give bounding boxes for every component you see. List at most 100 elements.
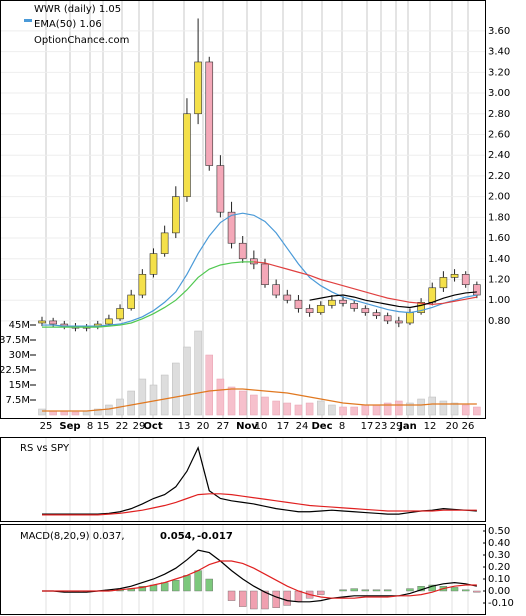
y-tick-label: 2.20 (488, 171, 510, 182)
candle-body (116, 308, 124, 320)
candle-body (383, 315, 392, 322)
x-tick-label: 17 (277, 421, 290, 432)
candle-body (227, 211, 236, 244)
candle-body (216, 165, 225, 213)
indicator-line (253, 261, 477, 305)
rs-panel (0, 437, 486, 522)
volume-bar (350, 406, 358, 416)
volume-bar (105, 404, 113, 416)
candle-body (149, 253, 158, 275)
candle-body (105, 318, 113, 325)
macd-hist-label: -0.017 (197, 531, 233, 542)
legend-swatch (24, 19, 32, 22)
histogram-bar (238, 590, 247, 607)
y-tick-label: 3.60 (488, 26, 510, 37)
indicator-line (42, 261, 254, 328)
histogram-bar (372, 589, 381, 592)
x-tick-label: 27 (217, 421, 230, 432)
x-tick-label: 22 (116, 421, 129, 432)
histogram-bar (294, 590, 303, 603)
candle-body (450, 274, 459, 278)
candle-body (350, 303, 359, 309)
histogram-bar (227, 590, 236, 601)
histogram-bar (428, 584, 436, 592)
volume-bar (216, 378, 225, 416)
candle-body (394, 320, 403, 324)
candle-body (183, 113, 191, 197)
volume-tick-label: 15M (9, 380, 30, 391)
candle-body (473, 284, 481, 296)
histogram-bar (183, 575, 191, 592)
candle-body (261, 263, 269, 285)
volume-bar (328, 404, 336, 416)
volume-bar (238, 390, 247, 416)
y-tick-label: 2.00 (488, 192, 510, 203)
volume-bar (450, 402, 459, 416)
volume-bar (94, 408, 102, 416)
macd-line (42, 549, 477, 603)
volume-bar (261, 396, 269, 416)
x-tick-label: 12 (424, 421, 437, 432)
histogram-bar (272, 590, 280, 608)
volume-tick-label: 45M (9, 320, 30, 331)
y-tick-label: 1.20 (488, 274, 510, 285)
volume-bar (473, 406, 481, 416)
price-panel (0, 0, 486, 419)
x-tick-label: 23 (375, 421, 388, 432)
histogram-bar (261, 590, 269, 610)
volume-tick-label: 30M (9, 350, 30, 361)
volume-bar (71, 411, 80, 416)
histogram-bar (450, 587, 459, 592)
x-tick-label: 8 (339, 421, 345, 432)
volume-bar (339, 406, 347, 416)
x-tick-label: 15 (97, 421, 110, 432)
x-tick-label: 20 (446, 421, 459, 432)
histogram-bar (361, 589, 370, 592)
volume-tick-label: 7.5M (5, 395, 30, 406)
volume-bar (127, 390, 135, 416)
rs-line (42, 493, 477, 516)
x-tick-label: 13 (178, 421, 191, 432)
volume-bar (406, 402, 414, 416)
x-tick-label: 26 (462, 421, 475, 432)
x-tick-label: Jan (398, 421, 417, 432)
y-tick-label: 1.00 (488, 295, 510, 306)
macd-signal-label: 0.054, (160, 531, 195, 542)
candle-body (138, 274, 147, 296)
chart-title: WWR (daily) 1.05 (34, 4, 121, 15)
y-tick-label: 1.40 (488, 254, 510, 265)
candle-body (38, 320, 46, 324)
indicator-line (309, 291, 477, 309)
candle-body (428, 287, 437, 303)
y-tick-label: 3.00 (488, 88, 510, 99)
volume-bar (205, 354, 213, 416)
histogram-bar (205, 578, 213, 592)
y-tick-label: 2.80 (488, 109, 510, 120)
y-tick-label: 0.80 (488, 316, 510, 327)
y-tick-label: 0.10 (488, 574, 510, 585)
x-tick-label: 20 (197, 421, 210, 432)
volume-bar (160, 374, 169, 416)
candle-body (328, 299, 336, 306)
x-tick-label: Sep (59, 421, 80, 432)
histogram-bar (350, 588, 358, 592)
histogram-bar (317, 590, 325, 595)
macd-title: MACD(8,20,9) 0.037, (20, 531, 125, 542)
candle-body (294, 299, 303, 309)
volume-bar (317, 400, 325, 416)
legend-label: EMA(50) 1.06 (34, 19, 102, 30)
volume-bar (138, 378, 147, 416)
volume-tick-label: 22.5M (0, 365, 30, 376)
y-tick-label: 0.20 (488, 562, 510, 573)
y-tick-label: 0.50 (488, 526, 510, 537)
histogram-bar (172, 580, 180, 592)
candle-body (238, 242, 247, 260)
x-tick-label: 8 (87, 421, 93, 432)
y-tick-label: 0.40 (488, 538, 510, 549)
x-tick-label: 10 (255, 421, 268, 432)
indicator-line (42, 212, 477, 327)
candle-body (160, 232, 169, 254)
volume-bar (272, 400, 280, 416)
histogram-bar (283, 590, 291, 606)
